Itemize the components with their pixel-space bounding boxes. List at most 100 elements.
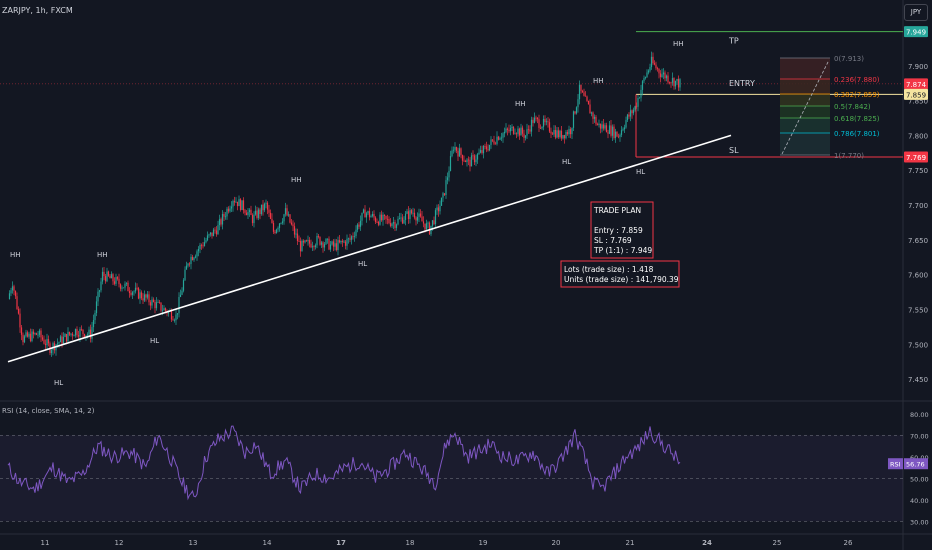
- candle-body: [295, 233, 297, 235]
- candle-body: [502, 133, 504, 138]
- candle-body: [608, 125, 611, 134]
- symbol-title[interactable]: ZARJPY, 1h, FXCM: [2, 6, 73, 15]
- candle-body: [272, 223, 275, 232]
- candle-body: [562, 135, 564, 139]
- hl-label: HL: [150, 337, 159, 345]
- candle-body: [506, 128, 509, 130]
- candle-body: [131, 292, 134, 295]
- candle-body: [58, 342, 60, 344]
- candle-body: [635, 106, 638, 108]
- candle-body: [554, 130, 557, 138]
- candle-body: [317, 235, 320, 237]
- candle-body: [421, 216, 423, 222]
- candle-body: [467, 159, 470, 161]
- candle-body: [8, 293, 11, 300]
- candle-body: [581, 90, 584, 93]
- candle-body: [77, 335, 80, 337]
- fib-level-label: 1(7.770): [834, 152, 864, 160]
- candle-body: [211, 232, 213, 237]
- candle-body: [472, 155, 474, 157]
- candle-body: [172, 319, 174, 321]
- fib-zone: [780, 79, 830, 94]
- candle-body: [373, 214, 375, 218]
- candle-body: [416, 216, 419, 221]
- candle-body: [340, 240, 342, 243]
- candle-body: [316, 235, 318, 246]
- candle-body: [572, 111, 575, 128]
- candle-body: [389, 223, 392, 227]
- sl-label: SL: [729, 146, 739, 155]
- candle-body: [497, 136, 500, 140]
- candle-body: [307, 240, 309, 242]
- candle-body: [605, 125, 608, 133]
- candle-body: [578, 84, 581, 100]
- time-label: 13: [189, 539, 198, 547]
- candle-body: [479, 150, 482, 153]
- candle-body: [217, 225, 219, 235]
- candle-body: [436, 207, 438, 211]
- price-tick-label: 7.500: [908, 341, 928, 349]
- candle-body: [226, 208, 228, 217]
- candle-body: [406, 211, 408, 214]
- candle-body: [508, 129, 510, 132]
- candle-body: [511, 126, 513, 129]
- candle-body: [185, 265, 188, 270]
- support-trendline[interactable]: [7, 134, 732, 363]
- candle-body: [250, 209, 252, 216]
- candle-body: [533, 117, 536, 123]
- candle-body: [491, 139, 494, 141]
- candle-body: [475, 159, 477, 163]
- hh-label: HH: [673, 40, 684, 48]
- candle-body: [593, 116, 596, 119]
- candle-body: [304, 240, 306, 243]
- candle-body: [127, 282, 129, 292]
- candle-body: [500, 137, 503, 139]
- hh-label: HH: [515, 100, 526, 108]
- candle-body: [398, 218, 401, 220]
- candle-body: [31, 331, 33, 341]
- candle-body: [370, 216, 372, 218]
- candle-body: [539, 127, 542, 129]
- candle-body: [368, 211, 371, 218]
- price-tick-label: 7.850: [908, 98, 928, 106]
- currency-button[interactable]: JPY: [904, 4, 928, 21]
- candle-body: [110, 274, 113, 279]
- candle-body: [23, 336, 26, 343]
- candle-body: [661, 74, 663, 78]
- candle-body: [154, 301, 156, 309]
- candle-body: [146, 294, 149, 298]
- time-axis: 11 12 13 14 17 18 19 20 21 24 25 26: [41, 539, 853, 547]
- candle-body: [20, 327, 23, 335]
- candle-body: [499, 138, 501, 140]
- candle-body: [595, 116, 597, 125]
- price-tick-label: 7.800: [908, 132, 928, 140]
- candle-body: [460, 148, 462, 155]
- candle-body: [614, 131, 617, 138]
- price-tick-label: 7.600: [908, 272, 928, 280]
- candle-body: [521, 127, 524, 134]
- candle-body: [241, 200, 243, 210]
- candle-body: [469, 159, 471, 167]
- candle-body: [263, 203, 266, 211]
- candle-body: [37, 334, 39, 336]
- candle-body: [376, 221, 378, 223]
- candle-body: [410, 210, 413, 214]
- hh-label: HH: [291, 176, 302, 184]
- candle-body: [209, 232, 212, 235]
- candle-body: [580, 84, 582, 91]
- fib-level-label: 0(7.913): [834, 55, 864, 63]
- candle-body: [100, 281, 102, 291]
- candle-body: [152, 299, 155, 302]
- candle-body: [664, 72, 666, 79]
- price-tick-label: 7.700: [908, 202, 928, 210]
- candle-body: [193, 257, 195, 261]
- candle-body: [145, 294, 147, 298]
- candle-body: [577, 99, 579, 108]
- candle-body: [296, 233, 299, 242]
- candle-body: [268, 209, 270, 213]
- rsi-line: [7, 425, 681, 501]
- trade-overlay: TP ENTRY SL: [0, 31, 903, 158]
- fib-level-label: 0.236(7.880): [834, 76, 880, 84]
- candle-body: [118, 278, 120, 285]
